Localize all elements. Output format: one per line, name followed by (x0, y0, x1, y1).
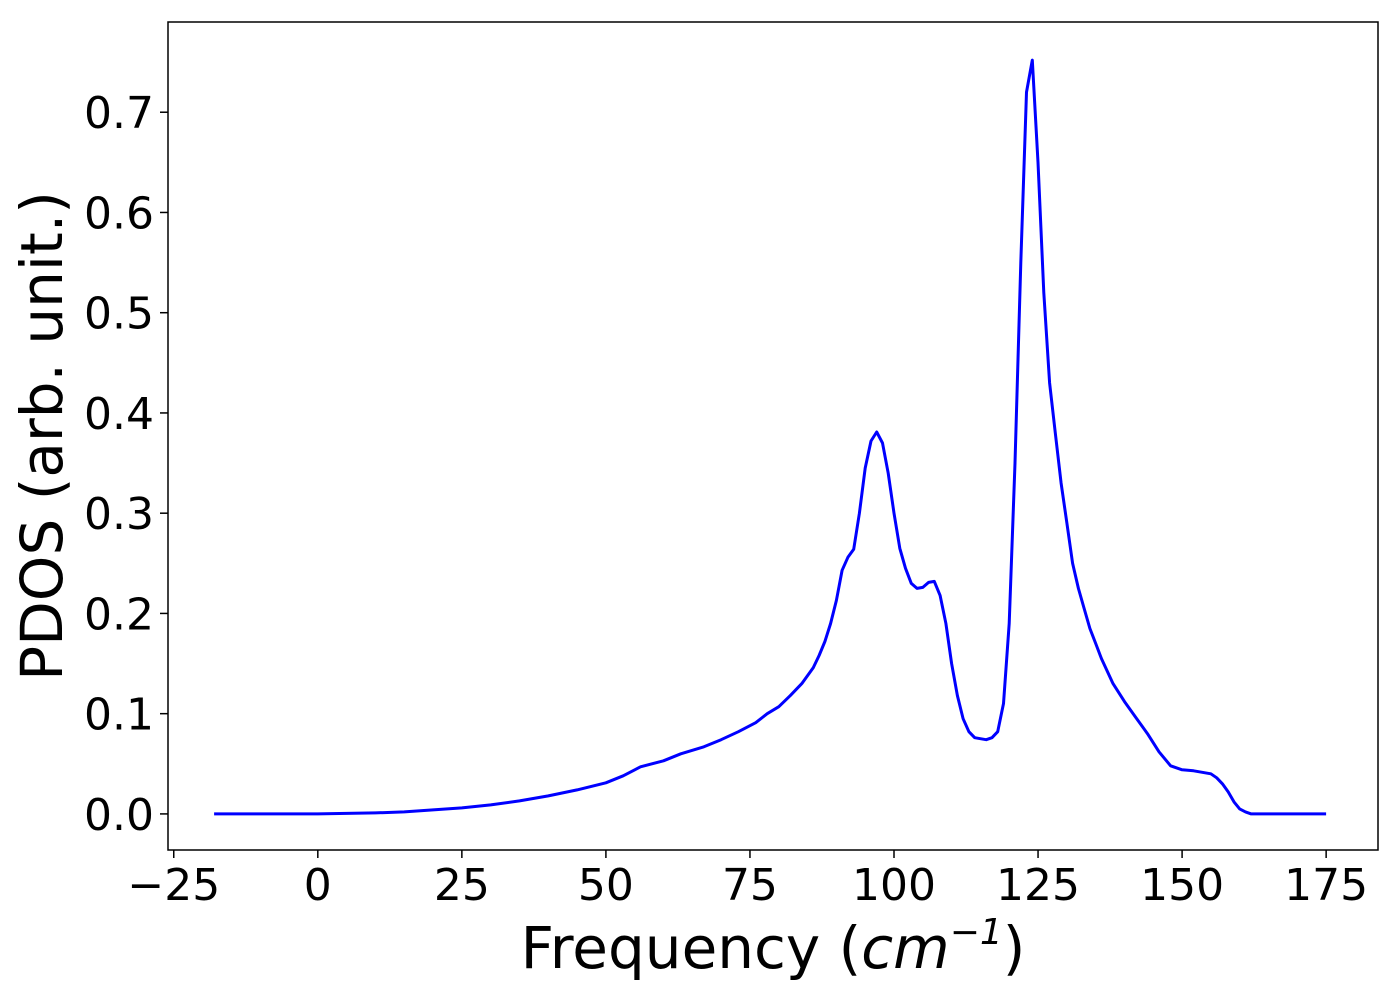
x-tick-label: 150 (1140, 860, 1224, 911)
y-tick-label: 0.3 (84, 489, 154, 540)
pdos-series-line (214, 58, 1327, 816)
x-tick-label: 100 (852, 860, 936, 911)
x-tick-label: 175 (1284, 860, 1368, 911)
y-tick-label: 0.2 (84, 589, 154, 640)
x-axis-title-exponent: −1 (950, 912, 1003, 953)
plot-background (168, 22, 1378, 850)
x-tick-label: 25 (434, 860, 490, 911)
y-tick-label: 0.0 (84, 790, 154, 841)
y-tick-label: 0.6 (84, 188, 154, 239)
y-axis-title: PDOS (arb. unit.) (8, 191, 76, 681)
y-tick-label: 0.7 (84, 88, 154, 139)
x-tick-label: 50 (578, 860, 634, 911)
x-tick-label: 75 (722, 860, 778, 911)
x-axis-title-suffix: ) (1003, 914, 1026, 982)
x-tick-label: 125 (996, 860, 1080, 911)
x-axis-title-unit: cm (861, 914, 949, 982)
x-axis-ticks: −25 0 25 50 75 100 125 150 175 (127, 850, 1368, 911)
y-axis-ticks: 0.0 0.1 0.2 0.3 0.4 0.5 0.6 0.7 (84, 88, 168, 841)
y-tick-label: 0.5 (84, 289, 154, 340)
x-axis-title-prefix: Frequency ( (521, 914, 862, 982)
y-tick-label: 0.1 (84, 690, 154, 741)
x-tick-label: 0 (304, 860, 332, 911)
x-axis-title: Frequency (cm−1) (521, 912, 1026, 982)
x-tick-label: −25 (127, 860, 220, 911)
plot-frame (167, 21, 1379, 851)
y-tick-label: 0.4 (84, 389, 154, 440)
